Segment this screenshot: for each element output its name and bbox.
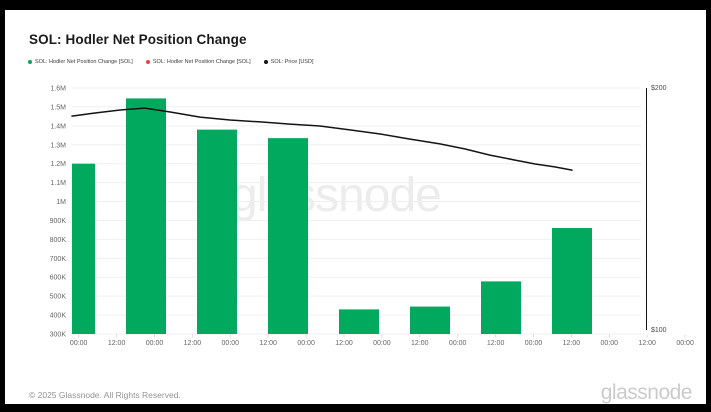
glassnode-watermark: glassnode	[231, 169, 442, 222]
legend-item-price[interactable]: SOL: Price [USD]	[263, 59, 314, 65]
y-axis-left-tick-label: 500K	[50, 294, 67, 301]
y-axis-right-tick-label: $200	[651, 85, 667, 92]
x-axis-tick-label: 00:00	[601, 340, 619, 347]
legend-label: SOL: Price [USD]	[270, 59, 314, 65]
y-axis-left-tick-label: 800K	[50, 237, 67, 244]
footer-copyright: © 2025 Glassnode. All Rights Reserved.	[29, 390, 181, 400]
y-axis-left-tick-label: 1M	[56, 199, 66, 206]
legend-marker-black-icon	[263, 60, 268, 64]
x-axis-tick-label: 12:00	[184, 340, 202, 347]
x-axis-tick-label: 12:00	[563, 340, 581, 347]
x-axis-tick-label: 00:00	[222, 340, 240, 347]
bar-net-position-change	[481, 281, 521, 334]
bar-net-position-change	[339, 309, 379, 334]
y-axis-left-tick-label: 1.6M	[50, 86, 66, 93]
x-axis-tick-label: 12:00	[335, 340, 353, 347]
y-axis-left-tick-label: 1.4M	[50, 123, 66, 130]
bar-net-position-change	[552, 228, 592, 334]
y-axis-left-tick-label: 1.1M	[50, 180, 66, 187]
legend-marker-red-icon	[145, 60, 150, 64]
bar-net-position-change	[72, 163, 95, 334]
x-axis-tick-label: 12:00	[259, 340, 277, 347]
bar-net-position-change	[410, 306, 450, 334]
y-axis-right-tick-label: $100	[651, 327, 667, 334]
bar-net-position-change	[197, 129, 237, 334]
x-axis-tick-label: 00:00	[70, 340, 88, 347]
chart-legend: SOL: Hodler Net Position Change [SOL] SO…	[28, 59, 313, 65]
x-axis-tick-label: 00:00	[676, 340, 694, 347]
price-line	[71, 107, 573, 171]
legend-label: SOL: Hodler Net Position Change [SOL]	[35, 59, 133, 65]
glassnode-logo: glassnode	[600, 381, 693, 404]
x-axis-tick-label: 12:00	[108, 340, 126, 347]
legend-marker-green-icon	[28, 60, 32, 64]
page-title: SOL: Hodler Net Position Change	[29, 32, 247, 47]
x-axis-tick-label: 12:00	[411, 340, 429, 347]
x-axis-tick-label: 12:00	[487, 340, 505, 347]
y-axis-left-tick-label: 1.3M	[50, 142, 66, 149]
bar-net-position-change	[126, 98, 166, 335]
legend-item-net-position-red[interactable]: SOL: Hodler Net Position Change [SOL]	[145, 59, 251, 65]
y-axis-left-tick-label: 1.2M	[50, 161, 66, 168]
x-axis-tick-label: 00:00	[449, 340, 467, 347]
y-axis-left-tick-label: 900K	[50, 218, 67, 225]
x-axis-tick-label: 12:00	[638, 340, 656, 347]
x-axis-tick-label: 00:00	[373, 340, 391, 347]
x-axis-tick-label: 00:00	[146, 340, 164, 347]
x-axis-tick-label: 00:00	[297, 340, 315, 347]
bar-net-position-change	[268, 138, 308, 334]
chart-card: SOL: Hodler Net Position Change SOL: Hod…	[5, 10, 706, 404]
legend-item-net-position-green[interactable]: SOL: Hodler Net Position Change [SOL]	[28, 59, 133, 65]
y-axis-left-tick-label: 1.5M	[50, 104, 66, 111]
x-axis-tick-label: 00:00	[525, 340, 543, 347]
y-axis-left-tick-label: 300K	[50, 332, 67, 339]
legend-label: SOL: Hodler Net Position Change [SOL]	[152, 59, 251, 65]
y-axis-left-tick-label: 400K	[50, 313, 67, 320]
y-axis-left-tick-label: 600K	[50, 275, 67, 282]
y-axis-left-tick-label: 700K	[50, 256, 67, 263]
